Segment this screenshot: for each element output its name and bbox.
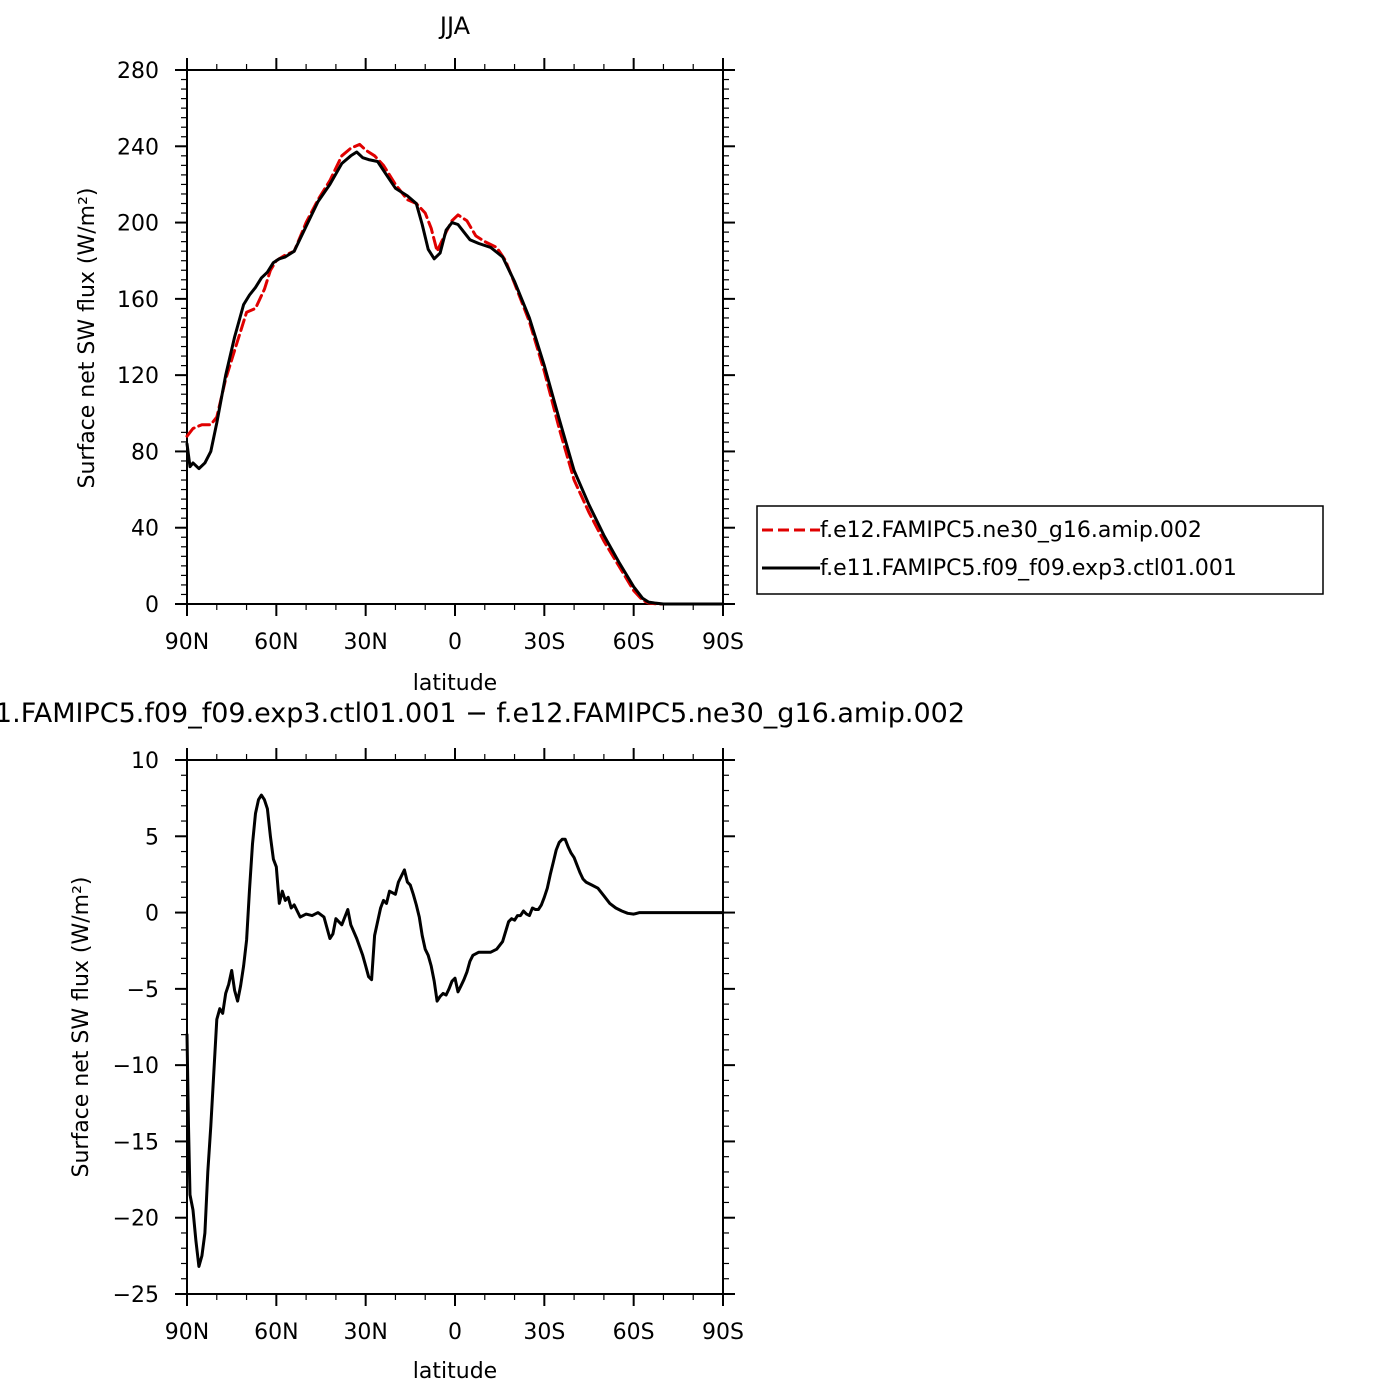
bottom-y-tick-label: 5 (145, 825, 159, 850)
bottom-x-tick-label: 90N (165, 1320, 209, 1345)
top-y-tick-label: 0 (145, 593, 159, 618)
top-title: JJA (438, 12, 471, 40)
top-plot-frame (186, 69, 724, 605)
bottom-y-tick-label: −15 (113, 1130, 159, 1155)
bottom-x-tick-label: 30S (523, 1320, 565, 1345)
legend: f.e12.FAMIPC5.ne30_g16.amip.002 f.e11.FA… (756, 505, 1324, 595)
top-y-tick-label: 280 (117, 59, 159, 84)
top-y-tick-label: 160 (117, 288, 159, 313)
bottom-y-tick-label: 0 (145, 902, 159, 927)
bottom-plot-area: 90N 60N 30N 0 30S 60S 90S −25 −20 −15 −10 −5 0 5 10 (113, 748, 744, 1345)
top-plot-area: 90N 60N 30N 0 30S 60S 90S 0 40 80 120 160 200 240 280 (117, 58, 744, 655)
legend-box (756, 505, 1324, 595)
top-ylabel: Surface net SW flux (W/m²) (75, 187, 100, 488)
bottom-x-tick-label: 60N (254, 1320, 298, 1345)
legend-label-ctl: f.e11.FAMIPC5.f09_f09.exp3.ctl01.001 (820, 556, 1237, 581)
bottom-y-tick-label: −25 (113, 1283, 159, 1308)
bottom-x-tick-label: 30N (343, 1320, 387, 1345)
top-x-tick-label: 0 (448, 630, 462, 655)
bottom-plot-frame (186, 759, 724, 1295)
bottom-ylabel: Surface net SW flux (W/m²) (69, 876, 94, 1177)
top-y-tick-label: 200 (117, 212, 159, 237)
top-y-tick-label: 40 (131, 517, 159, 542)
top-y-tick-label: 120 (117, 364, 159, 389)
top-x-tick-label: 90N (165, 630, 209, 655)
bottom-title: f.e11.FAMIPC5.f09_f09.exp3.ctl01.001 − f… (0, 698, 965, 729)
top-panel: JJA 90N 60N 30N 0 30S 60S 90S 0 40 80 120 160 200 240… (75, 12, 1324, 696)
bottom-series-line-0 (185, 793, 725, 1268)
top-x-tick-label: 60S (613, 630, 655, 655)
bottom-y-tick-label: 10 (131, 749, 159, 774)
bottom-x-tick-label: 0 (448, 1320, 462, 1345)
legend-label-amip: f.e12.FAMIPC5.ne30_g16.amip.002 (820, 518, 1202, 543)
top-y-tick-label: 240 (117, 135, 159, 160)
bottom-panel: f.e11.FAMIPC5.f09_f09.exp3.ctl01.001 − f… (0, 698, 965, 1384)
bottom-x-tick-label: 90S (702, 1320, 744, 1345)
top-x-tick-label: 90S (702, 630, 744, 655)
top-y-tick-label: 80 (131, 440, 159, 465)
top-x-tick-label: 30S (523, 630, 565, 655)
top-x-tick-label: 30N (343, 630, 387, 655)
bottom-xlabel: latitude (413, 1359, 497, 1384)
bottom-y-tick-label: −20 (113, 1207, 159, 1232)
top-series-line-1 (185, 150, 725, 606)
top-x-tick-label: 60N (254, 630, 298, 655)
top-series-line-0 (185, 142, 725, 606)
top-xlabel: latitude (413, 671, 497, 696)
bottom-y-tick-label: −10 (113, 1054, 159, 1079)
bottom-x-tick-label: 60S (613, 1320, 655, 1345)
bottom-y-tick-label: −5 (127, 978, 159, 1003)
